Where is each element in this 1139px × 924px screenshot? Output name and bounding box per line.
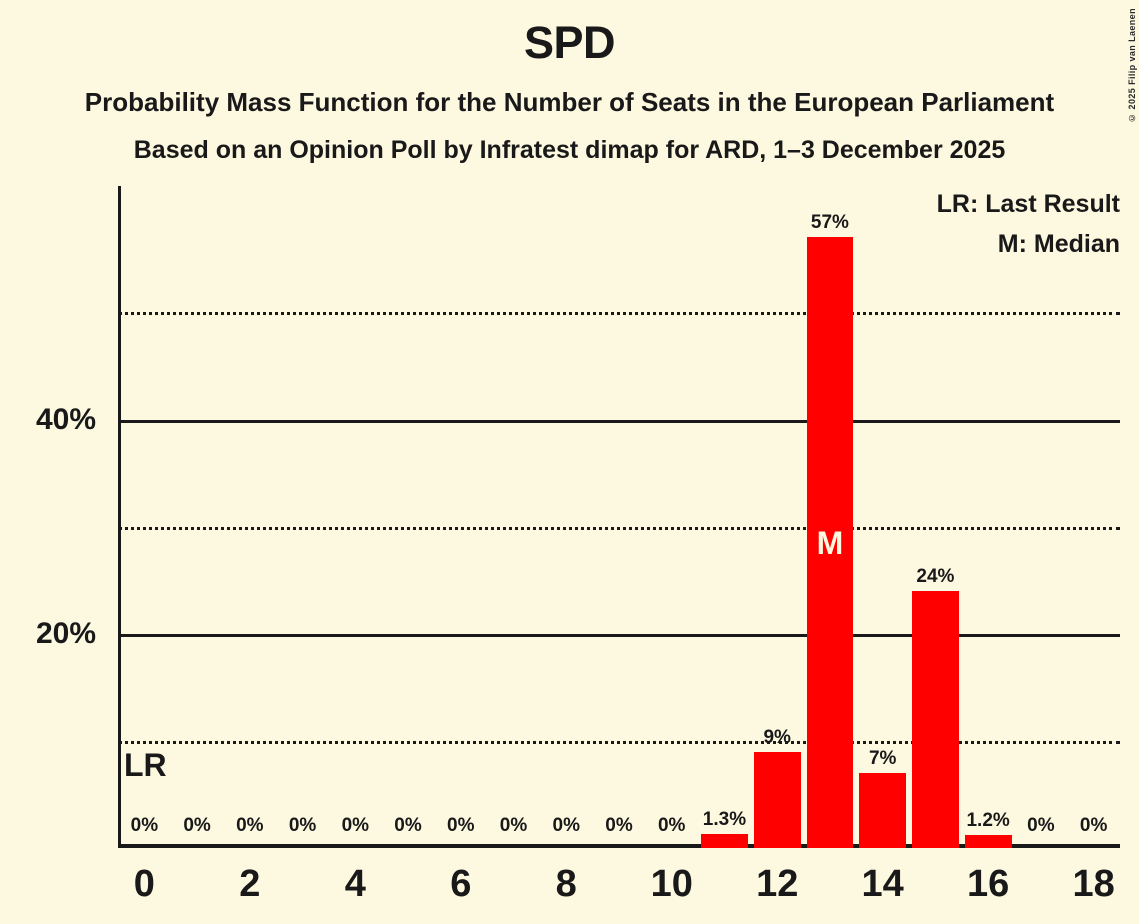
- gridline-minor: [118, 526, 1120, 530]
- bar-value-label: 7%: [868, 748, 897, 770]
- copyright-notice: © 2025 Filip van Laenen: [1127, 8, 1137, 123]
- bar-value-label: 0%: [499, 815, 528, 836]
- legend-item-median: M: Median: [997, 230, 1120, 258]
- x-tick-label: 14: [861, 863, 904, 905]
- bar-slot[interactable]: 9%: [751, 186, 804, 848]
- bar-slot[interactable]: 0%: [645, 186, 698, 848]
- bar-slot[interactable]: 0%: [171, 186, 224, 848]
- x-tick-label: 16: [967, 863, 1010, 905]
- x-tick-label: 6: [450, 863, 472, 905]
- gridline-major: [118, 633, 1120, 637]
- bar-slot[interactable]: 1.2%: [962, 186, 1015, 848]
- x-tick-label: 4: [344, 863, 366, 905]
- bar-value-label: 24%: [916, 565, 955, 587]
- legend-item-last-result: LR: Last Result: [936, 190, 1120, 218]
- chart-subtitle: Probability Mass Function for the Number…: [84, 87, 1055, 117]
- gridline-minor: [118, 312, 1120, 316]
- bar-slot[interactable]: 0%: [1015, 186, 1068, 848]
- x-tick-label: 10: [650, 863, 693, 905]
- bar[interactable]: [701, 834, 748, 848]
- last-result-marker: LR: [124, 746, 167, 783]
- bar-slot[interactable]: 0%: [434, 186, 487, 848]
- bar-slot[interactable]: 0%: [540, 186, 593, 848]
- bar-slot[interactable]: 0%: [1067, 186, 1120, 848]
- bar[interactable]: [912, 590, 959, 848]
- bar-slot[interactable]: 0%: [118, 186, 171, 848]
- bar-value-label: 1.2%: [966, 810, 1010, 832]
- x-axis-line: [118, 844, 1120, 848]
- bar-value-label: 1.3%: [702, 809, 747, 831]
- bar-slot[interactable]: 24%: [909, 186, 962, 848]
- bar-slot[interactable]: 7%: [856, 186, 909, 848]
- gridline-minor: [118, 740, 1120, 744]
- bar-value-label: 0%: [288, 815, 317, 836]
- bar-value-label: 0%: [552, 815, 580, 836]
- bar-value-label: 0%: [130, 815, 159, 836]
- bar-value-label: 0%: [236, 815, 264, 836]
- x-tick-label: 2: [239, 863, 261, 905]
- bar[interactable]: [753, 751, 801, 848]
- y-axis-line: [118, 186, 121, 848]
- bar[interactable]: [964, 835, 1012, 848]
- bar-value-label: 0%: [447, 815, 475, 836]
- bar-value-label: 0%: [394, 815, 422, 836]
- bar[interactable]: [859, 773, 907, 848]
- bar-value-label: 0%: [605, 815, 633, 836]
- bar-slot[interactable]: 0%: [223, 186, 276, 848]
- x-tick-labels: 0 2 4 6 8 10 12 14 16 18: [118, 862, 1120, 918]
- bar-value-label: 0%: [1079, 815, 1108, 836]
- y-tick-label: 40%: [35, 402, 96, 436]
- chart-source-line: Based on an Opinion Poll by Infratest di…: [133, 136, 1006, 164]
- median-marker: M: [816, 524, 844, 561]
- bar-slot[interactable]: 0%: [382, 186, 435, 848]
- bar-slot[interactable]: 0%: [487, 186, 540, 848]
- chart-legend: LR: Last Result M: Median: [937, 184, 1120, 264]
- bar-value-label: 0%: [183, 815, 211, 836]
- bar-slot[interactable]: 1.3%: [698, 186, 751, 848]
- chart-plot-area: 20% 40% 0% 0% 0% 0% 0% 0% 0% 0% 0% 0% 0% 1.3% 9% 57% M 7…: [36, 186, 1120, 848]
- bar-slot[interactable]: 0%: [276, 186, 329, 848]
- gridline-major: [118, 419, 1120, 423]
- bar-slot[interactable]: 0%: [329, 186, 382, 848]
- y-tick-label: 20%: [35, 616, 96, 650]
- x-tick-label: 18: [1072, 863, 1115, 905]
- bar-value-label: 9%: [763, 726, 791, 748]
- x-tick-label: 8: [555, 863, 577, 905]
- x-tick-label: 0: [133, 863, 155, 905]
- bar-slot[interactable]: 57% M: [804, 186, 857, 848]
- bar-value-label: 57%: [810, 212, 849, 234]
- page-title: SPD: [523, 17, 616, 68]
- bar[interactable]: [806, 237, 854, 848]
- bar-value-label: 0%: [1027, 815, 1055, 836]
- bar-slot[interactable]: 0%: [593, 186, 646, 848]
- bar-value-label: 0%: [341, 815, 370, 836]
- bar-value-label: 0%: [657, 815, 686, 836]
- x-tick-label: 12: [756, 863, 799, 905]
